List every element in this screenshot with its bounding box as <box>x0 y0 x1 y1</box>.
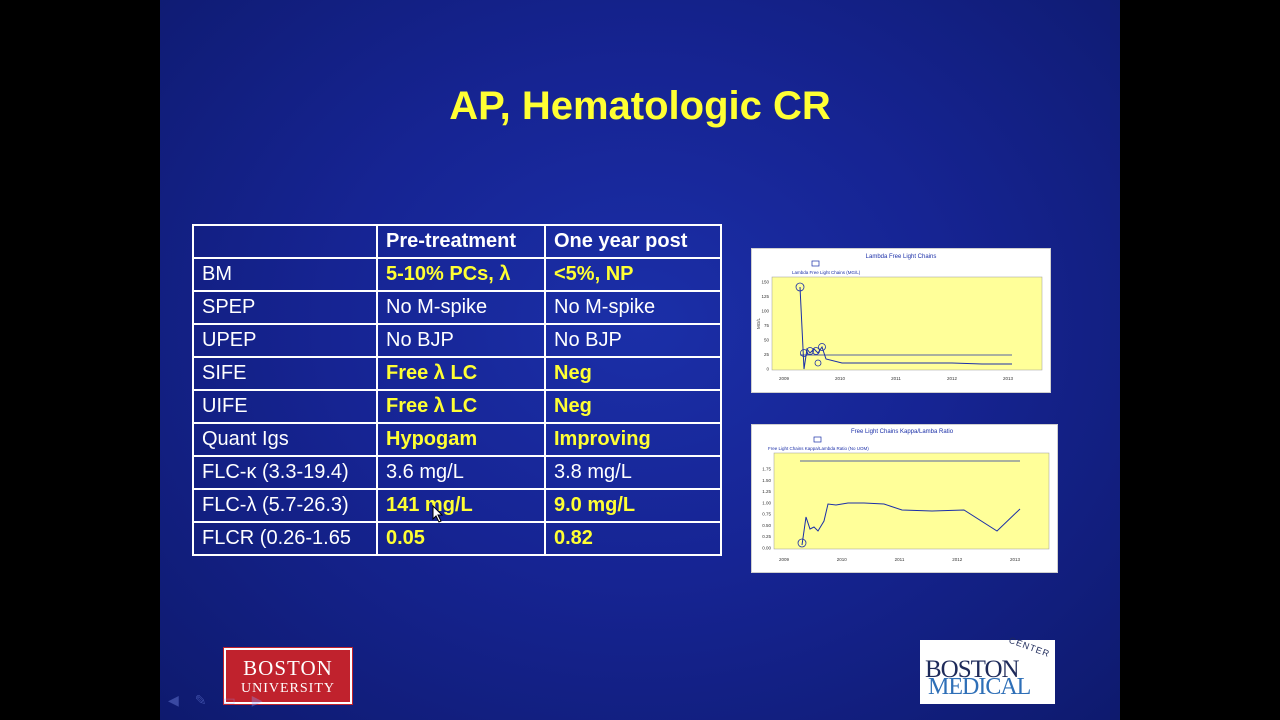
chart1-point <box>812 347 820 355</box>
pen-icon[interactable]: ✎ <box>194 692 207 708</box>
chart1-x-tick-label: 2013 <box>1003 376 1014 381</box>
slide-title: AP, Hematologic CR <box>449 84 831 128</box>
chart1-point <box>795 282 805 292</box>
pre-treatment-value: No M-spike <box>376 290 546 325</box>
chart1-x-tick-label: 2012 <box>947 376 958 381</box>
row-label: SPEP <box>192 290 378 325</box>
chart1-ylabel: MG/L <box>756 318 761 329</box>
chart2-y-tick-label: 0.25 <box>762 534 771 539</box>
chart2-y-tick-label: 1.75 <box>762 467 771 472</box>
chart2-x-tick-label: 2011 <box>895 557 905 562</box>
chart1-y-tick-label: 150 <box>761 280 769 285</box>
chart2-y-tick-label: 1.00 <box>762 500 771 505</box>
pre-treatment-value: 141 mg/L <box>376 488 546 523</box>
row-label: FLC-λ (5.7-26.3) <box>192 488 378 523</box>
flc-ratio-chart: Free Light Chains Kappa/Lamba Ratio Free… <box>751 424 1058 573</box>
chart2-legend: Free Light Chains Kappa/Lambda Ratio (No… <box>768 446 869 451</box>
chart1-x-tick-label: 2009 <box>779 376 790 381</box>
mouse-cursor-icon <box>432 505 444 523</box>
chart2-series-line <box>801 502 1021 546</box>
one-year-post-value: Neg <box>544 356 722 391</box>
chart2-plot-area <box>773 452 1050 550</box>
chart2-legend-marker <box>813 436 822 443</box>
chart2-x-tick-label: 2010 <box>837 557 848 562</box>
chart2-y-tick-label: 0.00 <box>762 546 771 551</box>
one-year-post-value: Neg <box>544 389 722 424</box>
header-blank <box>192 224 378 259</box>
row-label: FLC-κ (3.3-19.4) <box>192 455 378 490</box>
chart1-plot-area <box>771 276 1043 371</box>
chart1-legend: Lambda Free Light Chains (MG/L) <box>792 270 861 275</box>
chart1-y-tick-label: 25 <box>764 352 770 357</box>
one-year-post-value: 9.0 mg/L <box>544 488 722 523</box>
pre-treatment-value: Hypogam <box>376 422 546 457</box>
results-table: Pre-treatment One year post BM 5-10% PCs,… <box>192 224 722 556</box>
chart2-y-tick-label: 1.25 <box>762 489 771 494</box>
boston-university-logo: BOSTON UNIVERSITY <box>223 647 353 705</box>
chart1-point <box>806 347 814 355</box>
one-year-post-value: 3.8 mg/L <box>544 455 722 490</box>
chart1-title: Lambda Free Light Chains <box>866 254 937 260</box>
header-one-year-post: One year post <box>544 224 722 259</box>
chart2-x-tick-label: 2009 <box>779 557 790 562</box>
slide-nav-controls[interactable]: ◀ ✎ ▭ ▶ <box>168 692 263 709</box>
header-pre-treatment: Pre-treatment <box>376 224 546 259</box>
chart2-x-tick-label: 2013 <box>1010 557 1021 562</box>
table-row: BM 5-10% PCs, λ <5%, NP <box>192 257 722 292</box>
chart1-x-tick-label: 2011 <box>891 376 901 381</box>
table-row: SIFE Free λ LC Neg <box>192 356 722 391</box>
lambda-flc-chart: Lambda Free Light Chains Lambda Free Lig… <box>751 248 1051 393</box>
back-arrow-icon[interactable]: ◀ <box>168 692 179 708</box>
one-year-post-value: No BJP <box>544 323 722 358</box>
pre-treatment-value: Free λ LC <box>376 389 546 424</box>
chart1-y-tick-label: 0 <box>766 367 769 372</box>
row-label: Quant Igs <box>192 422 378 457</box>
chart2-y-tick-label: 1.50 <box>762 478 771 483</box>
pre-treatment-value: 0.05 <box>376 521 546 556</box>
chart1-y-tick-label: 75 <box>764 323 770 328</box>
chart2-title: Free Light Chains Kappa/Lamba Ratio <box>851 429 954 435</box>
row-label: SIFE <box>192 356 378 391</box>
table-row: FLC-λ (5.7-26.3) 141 mg/L 9.0 mg/L <box>192 488 722 523</box>
one-year-post-value: Improving <box>544 422 722 457</box>
table-row: FLCR (0.26-1.65 0.05 0.82 <box>192 521 722 556</box>
table-row: FLC-κ (3.3-19.4) 3.6 mg/L 3.8 mg/L <box>192 455 722 490</box>
chart1-x-tick-label: 2010 <box>835 376 846 381</box>
table-row: UIFE Free λ LC Neg <box>192 389 722 424</box>
table-row: Quant Igs Hypogam Improving <box>192 422 722 457</box>
chart1-y-tick-label: 125 <box>761 294 769 299</box>
pre-treatment-value: 3.6 mg/L <box>376 455 546 490</box>
chart2-x-tick-label: 2012 <box>952 557 963 562</box>
one-year-post-value: <5%, NP <box>544 257 722 292</box>
table-header-row: Pre-treatment One year post <box>192 224 722 259</box>
table-row: UPEP No BJP No BJP <box>192 323 722 358</box>
pre-treatment-value: No BJP <box>376 323 546 358</box>
row-label: UPEP <box>192 323 378 358</box>
row-label: UIFE <box>192 389 378 424</box>
chart1-point <box>814 359 822 367</box>
forward-arrow-icon[interactable]: ▶ <box>251 692 263 708</box>
table-row: SPEP No M-spike No M-spike <box>192 290 722 325</box>
chart1-series-line <box>799 286 1012 370</box>
chart2-y-tick-label: 0.75 <box>762 512 771 517</box>
chart1-y-tick-label: 100 <box>761 309 769 314</box>
row-label: FLCR (0.26-1.65 <box>192 521 378 556</box>
chart1-legend-marker <box>811 260 820 267</box>
pre-treatment-value: 5-10% PCs, λ <box>376 257 546 292</box>
row-label: BM <box>192 257 378 292</box>
menu-icon[interactable]: ▭ <box>222 692 236 708</box>
chart1-point <box>800 349 808 357</box>
pre-treatment-value: Free λ LC <box>376 356 546 391</box>
chart2-y-tick-label: 0.50 <box>762 523 771 528</box>
chart1-point <box>818 343 826 351</box>
chart1-y-tick-label: 50 <box>764 338 770 343</box>
boston-medical-center-logo: BOSTON MEDICAL CENTER <box>920 635 1055 704</box>
one-year-post-value: 0.82 <box>544 521 722 556</box>
chart2-point <box>797 538 807 548</box>
one-year-post-value: No M-spike <box>544 290 722 325</box>
